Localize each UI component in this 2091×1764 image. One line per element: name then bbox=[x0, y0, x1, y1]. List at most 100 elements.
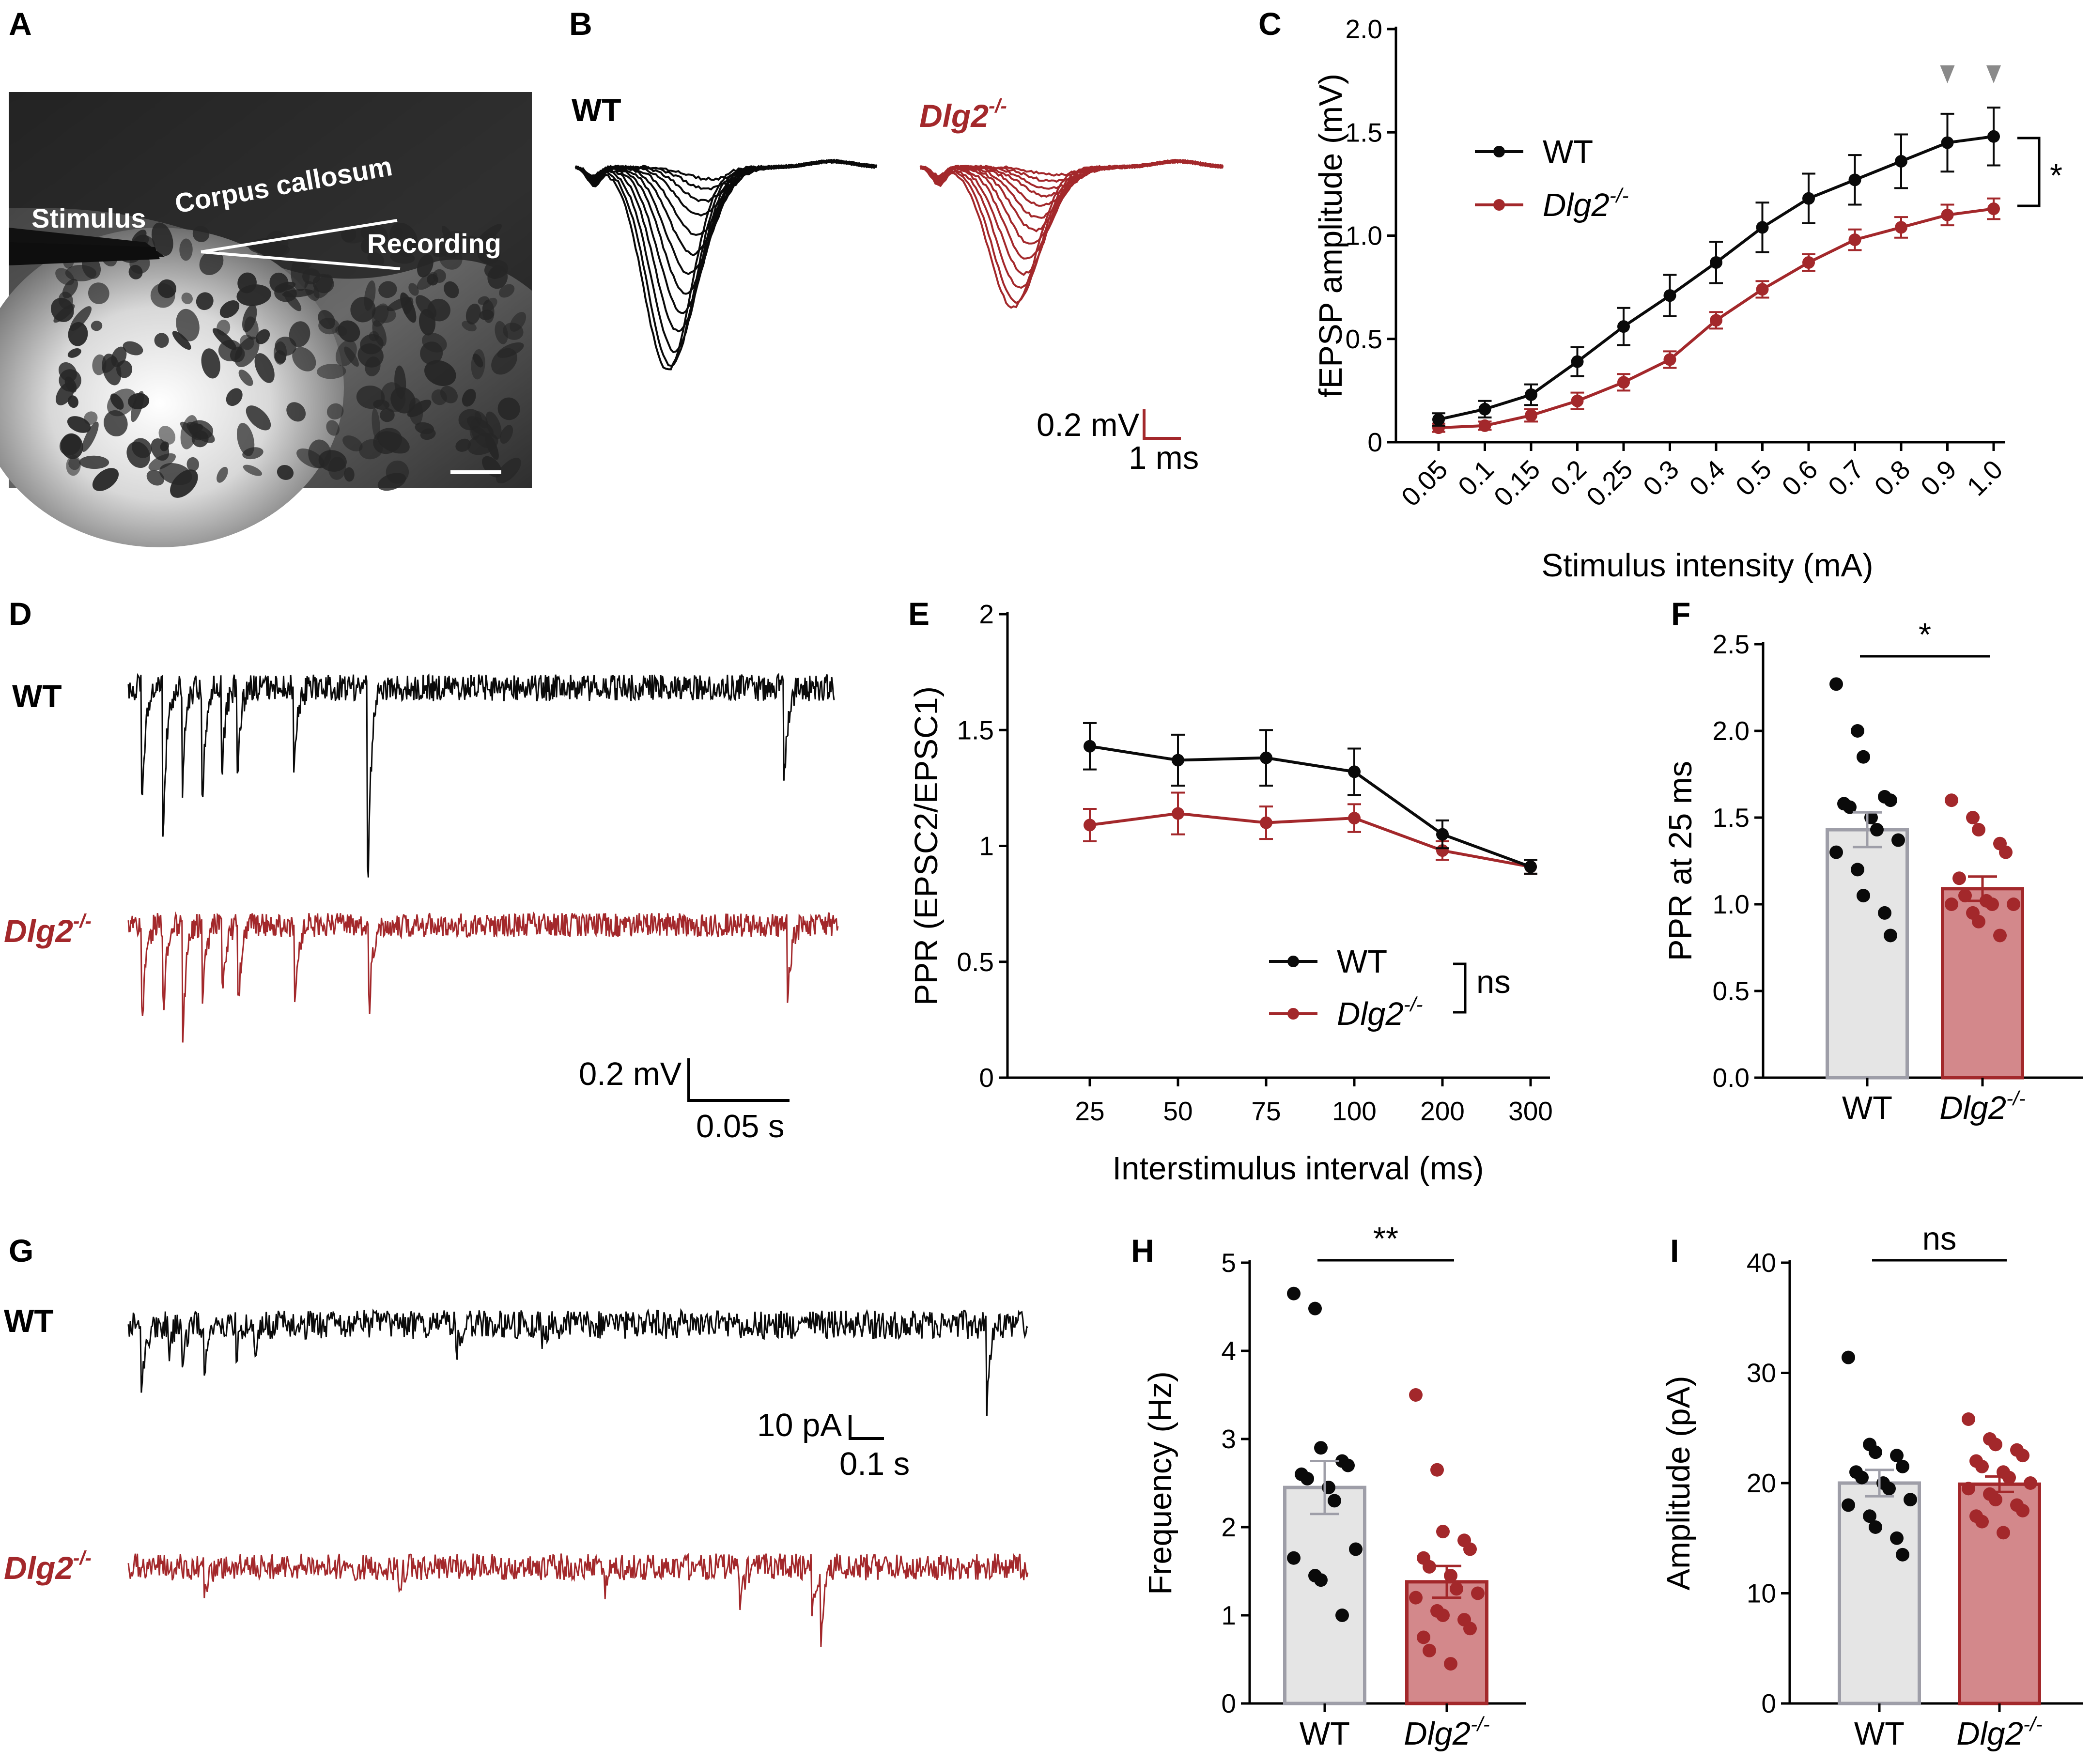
trace-label-wt-d: WT bbox=[12, 678, 62, 714]
data-point-wt bbox=[1863, 1509, 1876, 1523]
scale-bar-g bbox=[849, 1415, 884, 1440]
fiber-bundle bbox=[179, 238, 193, 261]
fiber-bundle bbox=[275, 281, 296, 292]
data-point-wt bbox=[1341, 1458, 1355, 1472]
x-axis-label: Stimulus intensity (mA) bbox=[1541, 547, 1873, 584]
fiber-bundle bbox=[465, 303, 481, 325]
x-tick-label: Dlg2-/- bbox=[1404, 1713, 1489, 1752]
fiber-bundle bbox=[292, 347, 316, 371]
panel-h: H 0 1 2 3 4 5 Frequency (Hz) WT Dlg2-/- ** bbox=[1131, 1221, 1526, 1752]
data-point-wt bbox=[1870, 823, 1884, 837]
fiber-bundle bbox=[415, 295, 437, 319]
fiber-bundle bbox=[104, 410, 128, 436]
y-tick-label: 0 bbox=[979, 1063, 994, 1093]
chart-amplitude: 0 10 20 30 40 Amplitude (pA) WT Dlg2-/- ns bbox=[1660, 1221, 2083, 1752]
y-tick-label: 4 bbox=[1221, 1336, 1236, 1366]
y-tick-label: 1.5 bbox=[1713, 803, 1750, 833]
fepsp-trace-wt-13 bbox=[575, 159, 877, 371]
fiber-bundle bbox=[254, 353, 275, 383]
x-tick-label: WT bbox=[1300, 1716, 1350, 1752]
x-tick-label: 0.5 bbox=[1730, 454, 1777, 502]
fiber-bundle bbox=[500, 425, 513, 444]
x-axis-label: Interstimulus interval (ms) bbox=[1113, 1150, 1484, 1187]
fiber-bundle bbox=[158, 426, 176, 445]
fiber-bundle bbox=[61, 433, 83, 459]
panel-i: I 0 10 20 30 40 Amplitude (pA) WT Dlg2-/- ns bbox=[1660, 1221, 2083, 1752]
fiber-bundle bbox=[417, 254, 434, 278]
data-point-wt bbox=[1987, 130, 2000, 143]
data-point-ko bbox=[1710, 314, 1722, 327]
fiber-bundle bbox=[360, 238, 375, 254]
fiber-bundle bbox=[67, 348, 81, 358]
data-point-ko bbox=[1571, 394, 1584, 407]
data-point-wt bbox=[1571, 355, 1584, 368]
sepsc-trace-wt bbox=[127, 1308, 1028, 1416]
fiber-bundle bbox=[102, 354, 122, 386]
fiber-bundle bbox=[407, 400, 432, 418]
data-point-ko bbox=[1436, 1525, 1450, 1539]
sig-label: ns bbox=[1476, 964, 1511, 1000]
fiber-bundle bbox=[243, 464, 263, 476]
data-point-ko bbox=[1423, 1643, 1436, 1657]
arrowhead-marker bbox=[1986, 65, 2001, 83]
x-tick-label: 0.8 bbox=[1869, 454, 1916, 502]
data-point-wt bbox=[1869, 1520, 1882, 1534]
data-point-ko bbox=[1993, 928, 2007, 943]
x-tick-label: 0.25 bbox=[1580, 454, 1639, 512]
panel-label-f: F bbox=[1671, 596, 1690, 632]
data-point-ko bbox=[2016, 1503, 2029, 1517]
data-point-ko bbox=[1172, 807, 1184, 820]
data-point-ko bbox=[1463, 1622, 1477, 1636]
x-tick-label: Dlg2-/- bbox=[1939, 1087, 2025, 1126]
x-tick-label: 1.0 bbox=[1961, 454, 2009, 502]
data-point-ko bbox=[1450, 1582, 1463, 1596]
sig-label: * bbox=[1919, 617, 1931, 653]
data-point-wt bbox=[1855, 1470, 1869, 1485]
fiber-bundle bbox=[499, 284, 515, 298]
fiber-bundle bbox=[387, 296, 411, 311]
fiber-bundle bbox=[286, 402, 306, 422]
fiber-bundle bbox=[67, 395, 78, 408]
x-tick-label: 200 bbox=[1420, 1096, 1465, 1126]
fiber-bundle bbox=[380, 408, 395, 422]
ppr-trace-ko bbox=[127, 911, 839, 1043]
y-tick-label: 1.0 bbox=[1346, 221, 1382, 251]
fiber-bundle bbox=[239, 334, 254, 350]
data-point-ko bbox=[1962, 1482, 1975, 1496]
fiber-bundle bbox=[372, 303, 389, 327]
x-tick-label: WT bbox=[1854, 1716, 1905, 1752]
fiber-bundle bbox=[365, 356, 381, 376]
fiber-bundle bbox=[88, 282, 109, 304]
panel-label-c: C bbox=[1258, 6, 1282, 42]
x-tick-label: WT bbox=[1842, 1090, 1892, 1126]
fiber-bundle bbox=[192, 226, 210, 242]
data-point-wt bbox=[1896, 1459, 1909, 1473]
chart-ppr-isi: 0 0.5 1 1.5 2 25 50 75 100 200 300 Interstimulus in… bbox=[908, 599, 1553, 1187]
data-point-wt bbox=[1432, 413, 1445, 426]
x-tick-label: 0.15 bbox=[1488, 454, 1546, 512]
x-tick-label: 100 bbox=[1332, 1096, 1377, 1126]
fiber-bundle bbox=[415, 422, 434, 434]
x-tick-label: 75 bbox=[1251, 1096, 1281, 1126]
y-tick-label: 0 bbox=[1221, 1688, 1236, 1718]
data-point-wt bbox=[1829, 677, 1843, 691]
fiber-bundle bbox=[237, 272, 257, 294]
data-point-ko bbox=[2007, 897, 2020, 911]
fiber-bundle bbox=[255, 329, 270, 344]
y-tick-label: 2.0 bbox=[1713, 716, 1750, 746]
fiber-bundle bbox=[196, 292, 214, 310]
x-tick-label: 50 bbox=[1163, 1096, 1193, 1126]
fiber-bundle bbox=[326, 420, 340, 436]
y-tick-label: 0.5 bbox=[1346, 324, 1382, 354]
fiber-bundle bbox=[282, 289, 314, 297]
data-point-wt bbox=[1524, 860, 1537, 873]
y-tick-label: 30 bbox=[1747, 1358, 1776, 1388]
fiber-bundle bbox=[148, 453, 176, 471]
arrowhead-marker bbox=[1940, 65, 1955, 83]
data-point-wt bbox=[1884, 793, 1897, 807]
fiber-bundle bbox=[326, 403, 344, 420]
legend-marker bbox=[1287, 956, 1299, 967]
data-point-ko bbox=[2024, 1476, 2037, 1490]
fiber-bundle bbox=[180, 421, 202, 441]
fiber-bundle bbox=[242, 447, 263, 460]
